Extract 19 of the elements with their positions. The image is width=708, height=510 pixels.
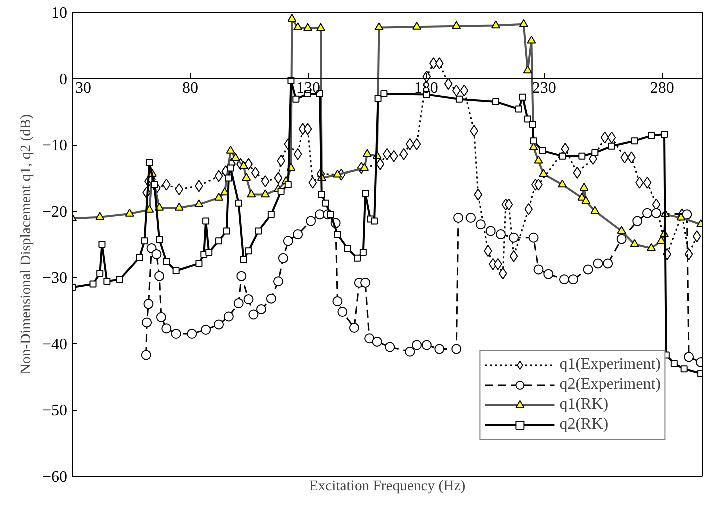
- x-axis-title: Excitation Frequency (Hz): [309, 478, 466, 494]
- y-tick-label: −40: [42, 336, 68, 354]
- legend-label: q2(RK): [560, 416, 609, 434]
- legend-label: q1(Experiment): [560, 356, 661, 374]
- y-tick-label: 0: [60, 71, 68, 88]
- y-tick-label: −20: [42, 204, 68, 221]
- x-tick-label: 30: [76, 80, 92, 97]
- x-tick-label: 80: [182, 80, 198, 97]
- y-axis-title: Non-Dimensional Displacement q1, q2 (dB): [18, 114, 34, 375]
- legend-label: q1(RK): [560, 396, 609, 414]
- x-tick-label: 180: [414, 80, 438, 97]
- y-tick-label: 10: [52, 5, 68, 22]
- y-tick-label: −50: [42, 402, 68, 420]
- x-tick-label: 130: [296, 80, 320, 97]
- legend-label: q2(Experiment): [560, 376, 661, 394]
- y-tick-label: −60: [42, 469, 68, 486]
- x-tick-label: 280: [650, 80, 674, 97]
- y-tick-label: −10: [42, 138, 68, 155]
- y-tick-label: −30: [42, 270, 68, 288]
